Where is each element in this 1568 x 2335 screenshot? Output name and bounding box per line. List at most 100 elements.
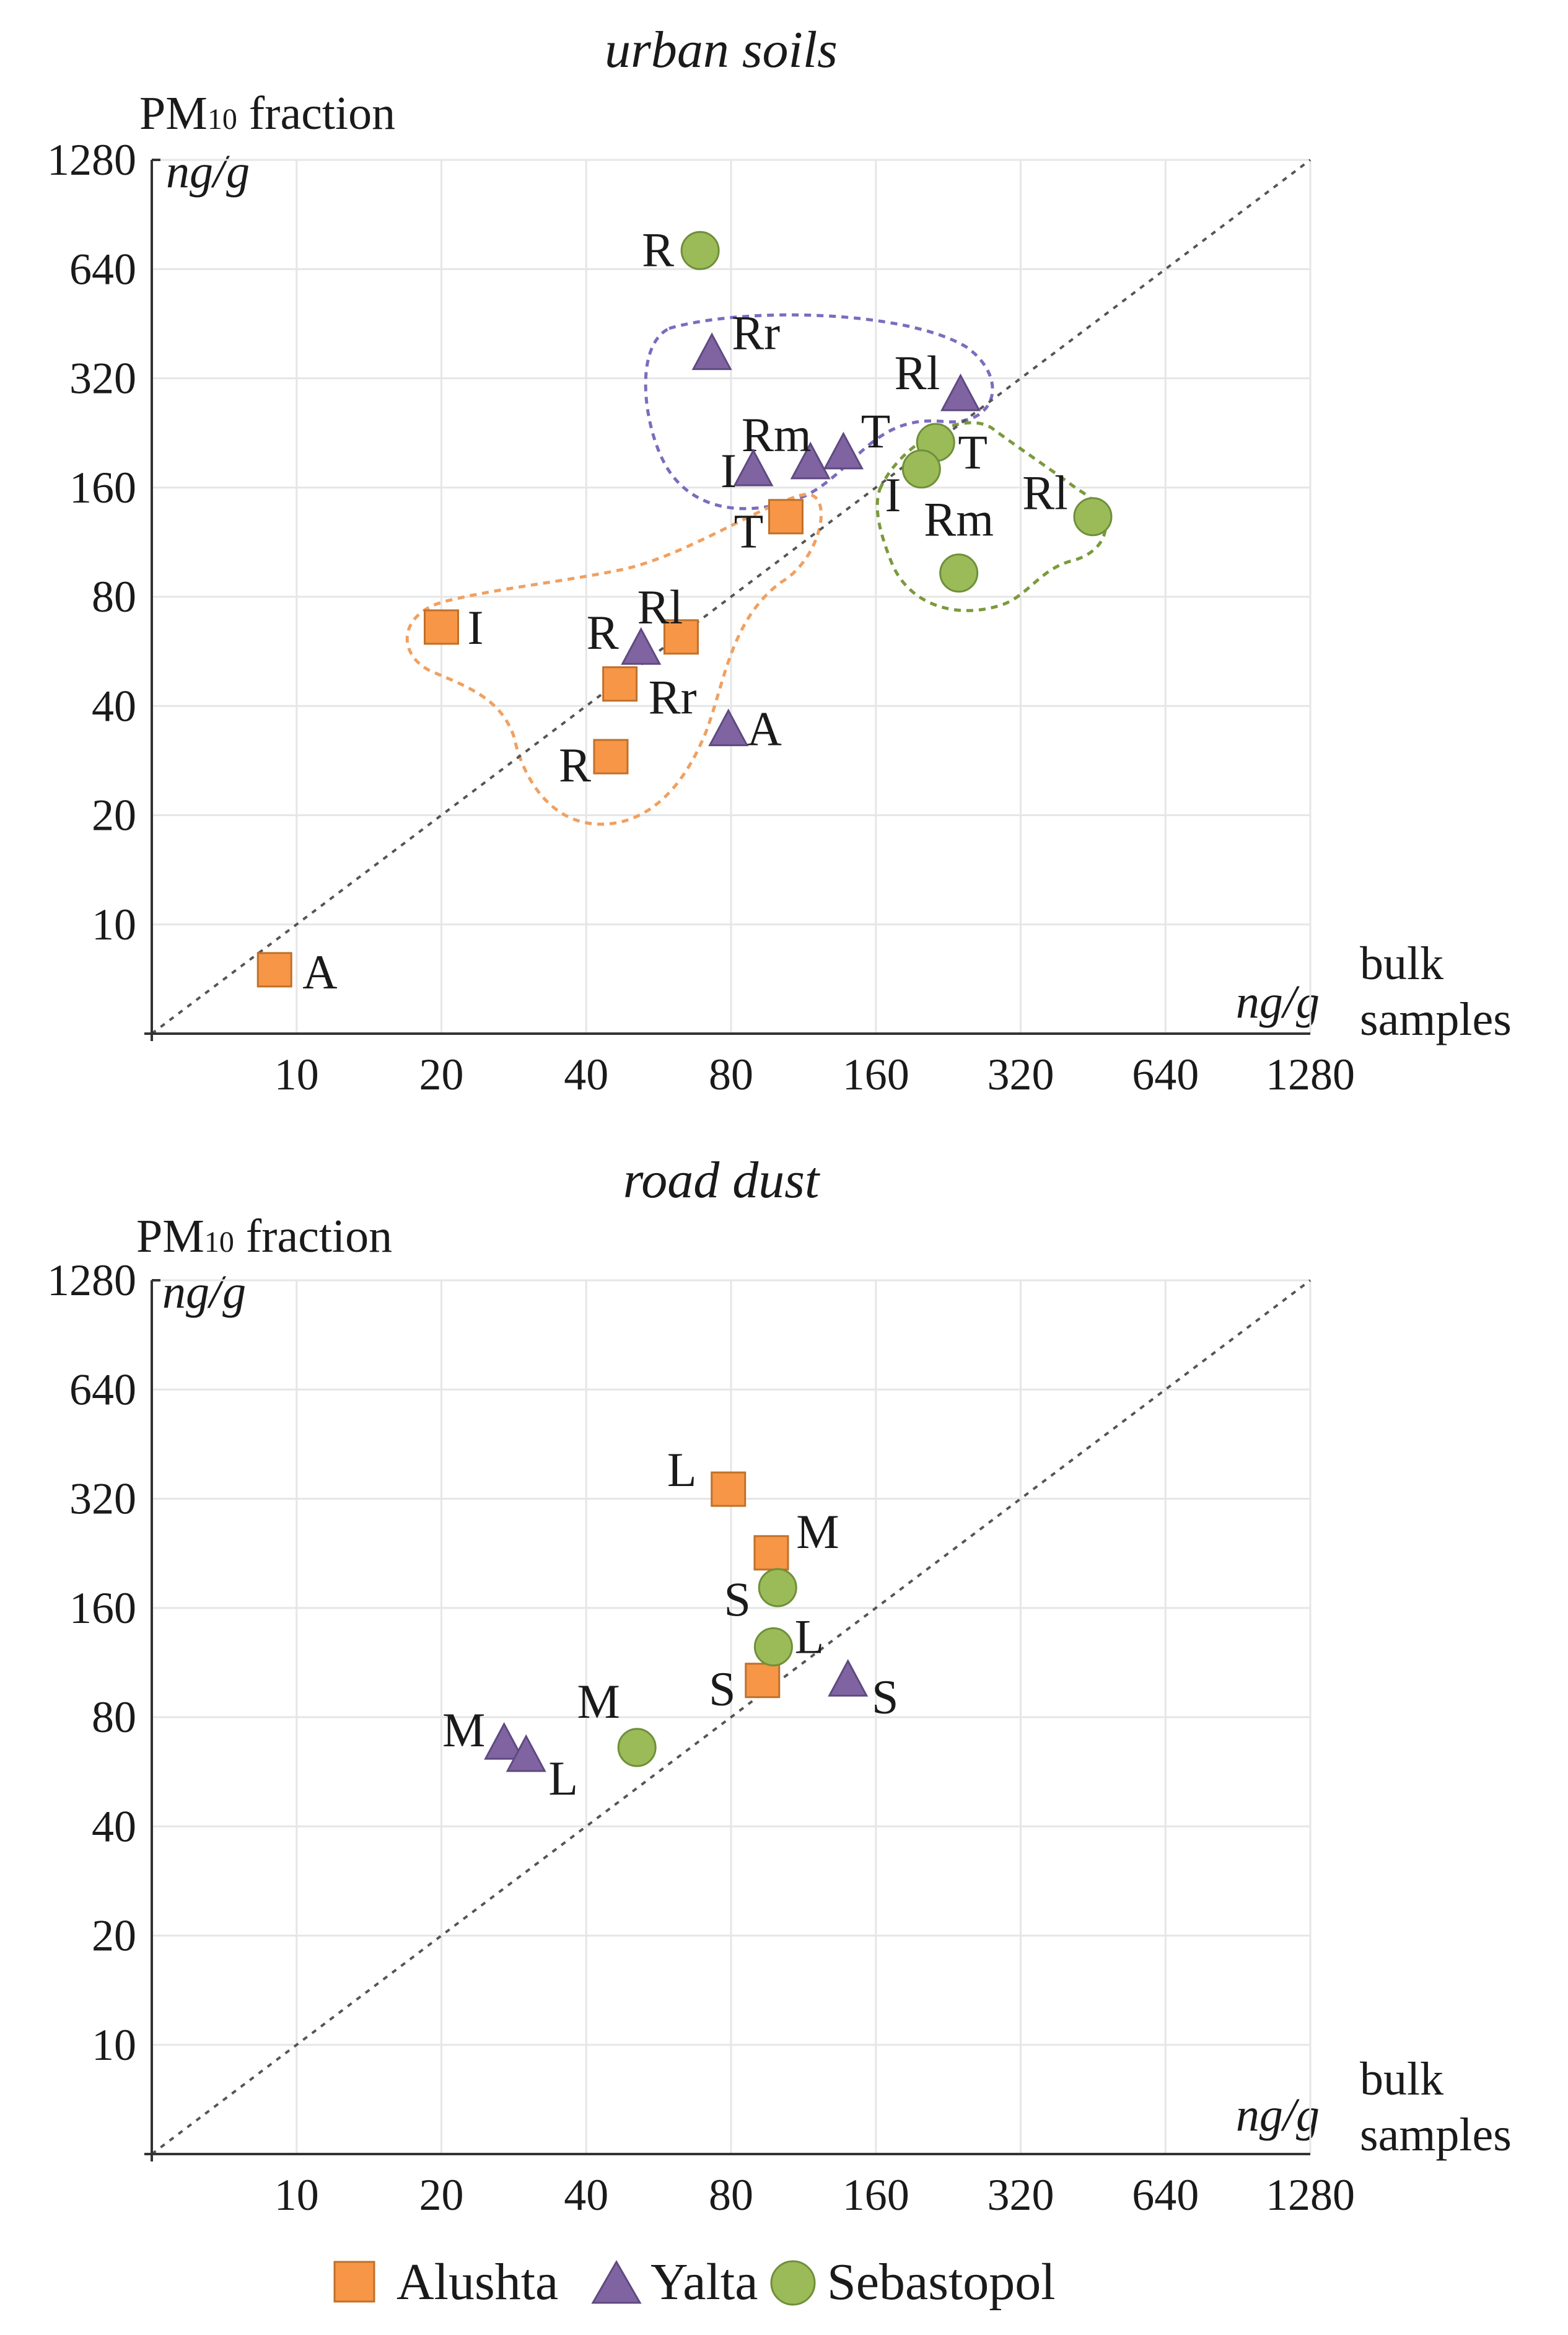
point-yalta-i-marker xyxy=(733,448,774,486)
point-yalta-s-label: S xyxy=(872,1669,898,1723)
point-yalta-i-label: I xyxy=(720,444,737,498)
point-yalta-r-marker xyxy=(621,627,662,665)
point-alushta-rr-marker xyxy=(602,666,638,702)
point-sebastopol-s-marker xyxy=(758,1568,797,1607)
y-axis-unit: ng/g xyxy=(166,146,250,198)
point-sebastopol-t-label: T xyxy=(958,425,988,479)
chart-title: road dust xyxy=(623,1151,821,1209)
x-tick-label: 320 xyxy=(988,1050,1054,1099)
y-tick-label: 160 xyxy=(69,1583,136,1633)
point-alushta-rl-label: Rl xyxy=(637,580,683,634)
group-outlines xyxy=(405,313,1107,826)
y-tick-label: 320 xyxy=(69,1474,136,1524)
point-yalta-t-marker xyxy=(823,431,864,470)
x-tick-label: 40 xyxy=(564,2170,608,2220)
point-sebastopol-rm-marker xyxy=(939,553,979,593)
x-axis-label-line2: samples xyxy=(1360,993,1512,1045)
point-yalta-m-label: M xyxy=(442,1703,485,1757)
y-tick-label: 640 xyxy=(69,244,136,294)
point-sebastopol-rm-label: Rm xyxy=(924,493,994,547)
legend: Alushta Yalta Sebastopol xyxy=(333,2253,1056,2311)
point-yalta-t-label: T xyxy=(861,404,891,458)
x-tick-label: 160 xyxy=(843,2170,909,2220)
point-sebastopol-rl-marker xyxy=(1073,497,1113,537)
chart-title: urban soils xyxy=(605,21,838,79)
point-alushta-m-marker xyxy=(753,1535,789,1571)
point-alushta-m-label: M xyxy=(796,1505,839,1559)
point-alushta-i-marker xyxy=(424,609,459,645)
point-yalta-m-marker xyxy=(484,1722,525,1760)
legend-circle-icon xyxy=(770,2260,816,2306)
y-tick-label: 80 xyxy=(92,572,136,622)
point-yalta-rl-label: Rl xyxy=(895,346,940,400)
chart-urban-soils: urban soils PM10 fraction ng/g ng/g bulk… xyxy=(47,21,1512,1099)
x-tick-label: 80 xyxy=(709,1050,753,1099)
point-sebastopol-i-label: I xyxy=(885,468,901,522)
y-axis-label: PM10 fraction xyxy=(136,1210,392,1262)
point-sebastopol-r-marker xyxy=(680,231,720,270)
x-tick-label: 80 xyxy=(709,2170,753,2220)
point-yalta-a-label: A xyxy=(747,702,782,756)
ticks: 1280 640 320 160 80 40 20 10 10 20 40 80… xyxy=(47,135,1355,1099)
point-sebastopol-m-label: M xyxy=(577,1674,620,1728)
point-sebastopol-l-label: L xyxy=(795,1610,825,1664)
group-outline-yalta xyxy=(644,313,994,511)
y-tick-label: 640 xyxy=(69,1365,136,1414)
x-tick-label: 10 xyxy=(274,2170,319,2220)
point-alushta-rl-marker xyxy=(663,619,699,655)
axes xyxy=(144,159,1310,1041)
x-tick-label: 640 xyxy=(1132,2170,1199,2220)
point-sebastopol-m-marker xyxy=(617,1728,657,1767)
y-tick-label: 320 xyxy=(69,354,136,403)
y-tick-label: 20 xyxy=(92,791,136,840)
point-sebastopol-i-marker xyxy=(901,449,941,489)
x-axis-unit: ng/g xyxy=(1236,2089,1320,2141)
x-tick-label: 20 xyxy=(419,1050,464,1099)
point-alushta-s-marker xyxy=(745,1663,781,1699)
x-axis-unit: ng/g xyxy=(1236,976,1320,1028)
y-tick-label: 160 xyxy=(69,463,136,512)
point-yalta-l-label: L xyxy=(548,1751,578,1805)
point-alushta-a-label: A xyxy=(302,945,337,999)
x-tick-label: 10 xyxy=(274,1050,319,1099)
group-outline-alushta xyxy=(405,493,823,826)
x-tick-label: 640 xyxy=(1132,1050,1199,1099)
point-yalta-rm-marker xyxy=(790,441,831,480)
point-sebastopol-s-label: S xyxy=(724,1572,751,1626)
point-alushta-t-label: T xyxy=(734,504,764,558)
identity-line xyxy=(151,1279,1312,2155)
legend-label-sebastopol: Sebastopol xyxy=(827,2253,1056,2311)
legend-label-alushta: Alushta xyxy=(396,2253,558,2311)
y-tick-label: 10 xyxy=(92,900,136,949)
point-alushta-a-marker xyxy=(256,952,292,988)
point-alushta-r-label: R xyxy=(559,738,591,792)
x-tick-label: 40 xyxy=(564,1050,608,1099)
x-tick-label: 320 xyxy=(988,2170,1054,2220)
x-tick-label: 1280 xyxy=(1266,2170,1355,2220)
x-tick-label: 20 xyxy=(419,2170,464,2220)
y-axis-label: PM10 fraction xyxy=(139,87,395,139)
y-tick-label: 20 xyxy=(92,1911,136,1961)
point-alushta-i-label: I xyxy=(468,600,484,654)
point-yalta-r-label: R xyxy=(587,605,619,659)
diagonal-line xyxy=(151,1279,1312,2155)
point-yalta-s-marker xyxy=(828,1659,869,1697)
x-tick-label: 160 xyxy=(843,1050,909,1099)
y-tick-label: 1280 xyxy=(47,135,136,185)
point-alushta-t-marker xyxy=(768,499,804,535)
y-tick-label: 40 xyxy=(92,1801,136,1851)
point-yalta-rr-marker xyxy=(691,332,732,371)
identity-line xyxy=(151,159,1312,1035)
point-sebastopol-rl-label: Rl xyxy=(1022,466,1068,520)
group-outline-sebastopol xyxy=(875,421,1107,612)
point-alushta-r-marker xyxy=(593,739,629,775)
point-alushta-l-marker xyxy=(711,1471,747,1507)
point-yalta-a-marker xyxy=(708,708,749,747)
point-yalta-l-marker xyxy=(506,1734,546,1772)
y-axis-unit: ng/g xyxy=(162,1266,246,1318)
legend-triangle-icon xyxy=(591,2259,642,2304)
axes xyxy=(144,1279,1310,2161)
